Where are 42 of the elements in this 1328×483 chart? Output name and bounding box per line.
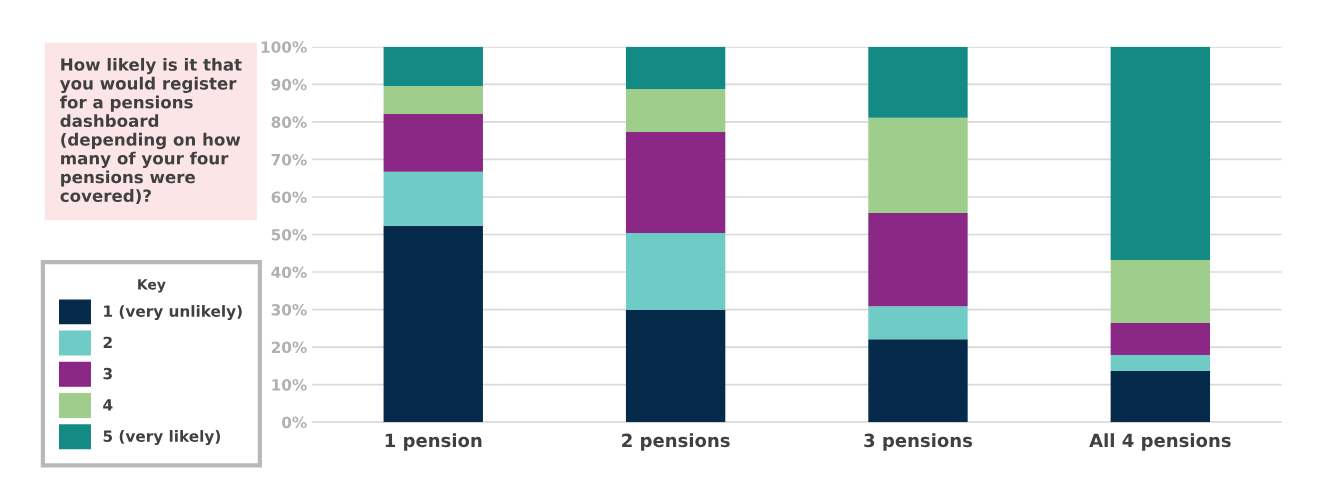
y-tick-label: 40%: [271, 266, 307, 279]
legend-label: 3: [103, 367, 112, 380]
x-tick-label: 2 pensions: [622, 433, 730, 451]
legend-label: 5 (very likely): [103, 430, 220, 445]
x-tick-label: 1 pension: [385, 433, 482, 451]
bar: [1110, 260, 1211, 324]
bar: [383, 114, 483, 172]
bar: [868, 306, 968, 340]
bar: [383, 85, 483, 115]
bar: [1110, 371, 1211, 423]
legend-title: Key: [138, 279, 166, 293]
bar: [1110, 323, 1211, 355]
y-tick-label: 10%: [272, 379, 307, 391]
y-tick-label: 100%: [261, 41, 307, 53]
y-tick-label: 70%: [271, 153, 307, 166]
bar: [625, 88, 726, 133]
bar: [868, 46, 968, 118]
y-tick-label: 20%: [271, 341, 307, 354]
bar: [625, 233, 726, 310]
legend-label: 2: [103, 336, 112, 348]
bar: [1110, 354, 1211, 372]
bar: [383, 171, 483, 226]
bar: [625, 132, 726, 233]
y-tick-label: 0%: [282, 416, 307, 429]
bar: [625, 46, 726, 89]
bar: [383, 46, 483, 86]
y-tick-label: 60%: [271, 191, 307, 203]
bar: [868, 117, 968, 214]
x-tick-label: 3 pensions: [864, 433, 973, 451]
text: How likely is it that you would register for a pensions dashboard (depending on how many of your four pensions were covered)?: [59, 57, 242, 204]
bar: [1110, 46, 1211, 261]
y-tick-label: 90%: [271, 78, 307, 91]
legend-label: 4: [103, 399, 113, 411]
legend-label: 1 (very unlikely): [104, 305, 242, 321]
y-tick-label: 30%: [271, 304, 307, 316]
bar: [625, 309, 726, 423]
bar: [868, 213, 968, 307]
y-tick-label: 80%: [271, 116, 307, 128]
x-tick-label: All 4 pensions: [1089, 433, 1231, 451]
bar: [868, 339, 968, 423]
y-tick-label: 50%: [271, 228, 307, 241]
bar: [383, 225, 483, 423]
